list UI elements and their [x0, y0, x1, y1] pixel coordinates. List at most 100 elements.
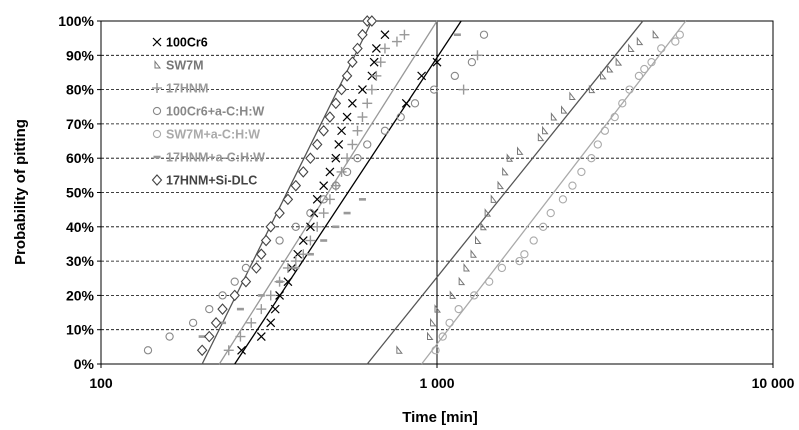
- data-point: [237, 345, 246, 355]
- data-point: [260, 234, 272, 247]
- data-point: [290, 179, 302, 192]
- data-point: [391, 36, 402, 47]
- data-point: [223, 345, 234, 356]
- data-point: [467, 58, 477, 67]
- data-point: [270, 304, 280, 314]
- data-point: [470, 249, 478, 258]
- legend-label: 17HNM+Si-DLC: [166, 174, 257, 188]
- legend-label: 17HNM+a-C:H:W: [166, 151, 265, 165]
- legend-marker: [152, 83, 162, 93]
- data-point: [282, 193, 294, 206]
- data-point: [305, 235, 316, 246]
- data-point: [458, 276, 466, 286]
- data-point: [449, 290, 457, 299]
- data-point: [618, 99, 627, 108]
- data-point: [274, 207, 285, 219]
- y-tick-label: 100%: [58, 13, 94, 29]
- y-tick-label: 20%: [66, 287, 95, 303]
- data-point: [520, 250, 529, 259]
- data-point: [324, 194, 335, 205]
- data-point: [290, 256, 301, 267]
- data-point: [438, 332, 447, 341]
- data-point: [454, 304, 463, 314]
- fit-line-2: [218, 20, 438, 365]
- data-point: [341, 70, 353, 82]
- data-point: [429, 85, 439, 94]
- data-point: [366, 84, 377, 95]
- data-point: [615, 57, 623, 66]
- data-point: [671, 37, 680, 46]
- data-point: [305, 152, 316, 165]
- y-tick-label: 60%: [66, 150, 95, 166]
- data-point: [357, 28, 368, 41]
- data-point: [330, 97, 342, 110]
- data-point: [266, 318, 276, 328]
- data-point: [336, 166, 347, 177]
- data-point: [470, 291, 479, 300]
- legend-item-6: 17HNM+Si-DLC: [151, 174, 257, 188]
- series-3: [143, 30, 489, 355]
- data-point: [379, 43, 390, 54]
- legend-item-3: 100Cr6+a-C:H:W: [152, 105, 264, 119]
- legend-item-1: SW7M: [154, 59, 204, 73]
- data-point: [577, 167, 586, 177]
- data-point: [587, 154, 596, 163]
- data-point: [569, 91, 576, 100]
- data-point: [336, 83, 347, 96]
- data-point: [165, 332, 174, 341]
- data-point: [363, 140, 372, 149]
- series-2: [223, 29, 483, 356]
- data-point: [675, 30, 684, 39]
- legend-marker: [154, 60, 162, 69]
- data-point: [497, 180, 505, 190]
- data-point: [311, 138, 323, 151]
- data-point: [256, 248, 267, 261]
- x-tick-label: 1 000: [419, 375, 454, 391]
- data-point: [312, 194, 322, 204]
- data-point: [366, 15, 378, 27]
- data-point: [593, 140, 602, 149]
- data-point: [371, 44, 381, 53]
- data-point: [143, 346, 153, 355]
- data-point: [417, 71, 427, 81]
- data-point: [484, 208, 492, 217]
- data-point: [334, 140, 344, 149]
- data-point: [352, 42, 363, 55]
- data-point: [282, 262, 293, 273]
- data-point: [188, 318, 198, 327]
- data-point: [537, 132, 545, 142]
- data-point: [196, 344, 208, 357]
- fit-line-6: [201, 20, 373, 365]
- x-tick-label: 100: [89, 375, 113, 391]
- y-tick-label: 0%: [74, 356, 95, 372]
- data-point: [358, 85, 367, 95]
- data-point: [235, 331, 246, 342]
- series-0: [237, 30, 442, 355]
- data-point: [331, 181, 341, 190]
- data-point: [399, 29, 410, 40]
- data-point: [647, 58, 656, 67]
- data-point: [229, 289, 240, 302]
- data-point: [431, 346, 440, 355]
- data-point: [502, 166, 509, 176]
- data-point: [634, 71, 644, 81]
- data-point: [463, 262, 471, 272]
- data-point: [606, 64, 614, 73]
- data-point: [625, 85, 634, 94]
- data-point: [432, 57, 442, 67]
- legend-marker: [152, 106, 162, 116]
- data-point: [293, 249, 303, 259]
- series-5: [198, 33, 461, 338]
- legend-item-2: 17HNM: [152, 82, 208, 96]
- data-point: [230, 277, 239, 286]
- data-point: [652, 29, 660, 39]
- data-point: [298, 166, 309, 178]
- data-point: [561, 105, 568, 114]
- data-point: [204, 330, 215, 343]
- data-point: [458, 84, 469, 95]
- y-tick-label: 10%: [66, 322, 95, 338]
- x-axis-title: Time [min]: [402, 409, 478, 426]
- data-point: [306, 208, 315, 218]
- data-point: [342, 112, 352, 122]
